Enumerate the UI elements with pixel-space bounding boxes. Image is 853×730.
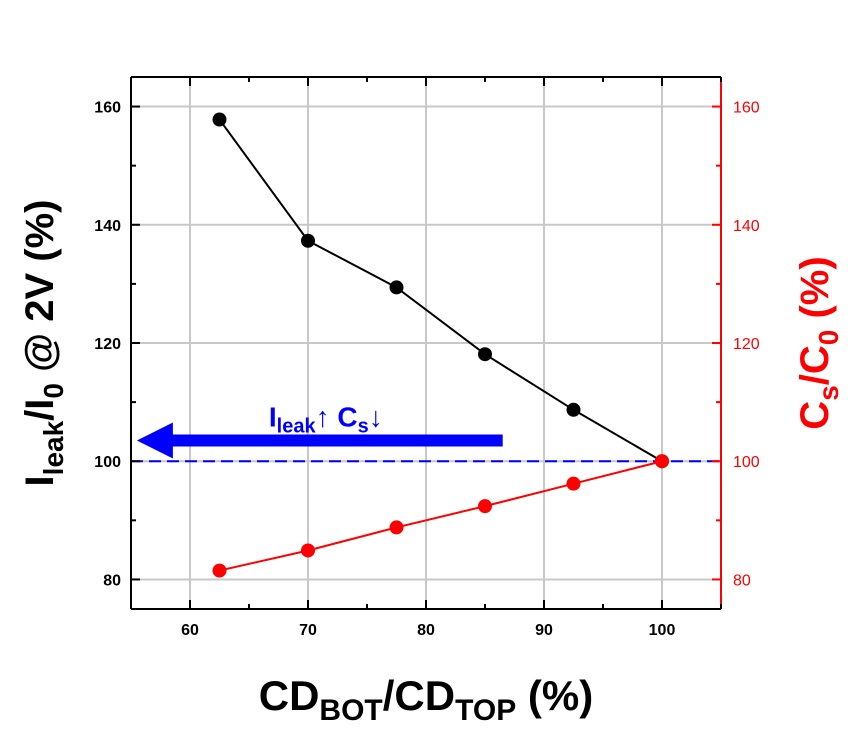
data-point-left xyxy=(389,280,404,295)
y-tick-label: 100 xyxy=(94,454,121,471)
x-tick-label: 60 xyxy=(181,622,199,639)
y-axis-right-title: Cs/C0 (%) xyxy=(793,256,844,429)
x-tick-label: 90 xyxy=(535,622,553,639)
data-point-left xyxy=(301,233,315,248)
data-point-right xyxy=(301,543,315,558)
data-point-right xyxy=(655,454,669,469)
x-axis-title: CDBOT/CDTOP (%) xyxy=(259,672,593,727)
y-axis-left-title: Ileak/I0 @ 2V (%) xyxy=(18,200,69,487)
annotation-text: Ileak↑ Cs↓ xyxy=(269,402,383,438)
y-tick-label: 80 xyxy=(103,572,121,589)
series-line-left xyxy=(218,118,663,463)
left-arrow xyxy=(136,422,503,459)
axes xyxy=(130,76,722,610)
data-point-left xyxy=(478,347,492,362)
series xyxy=(212,112,669,578)
x-tick-label: 100 xyxy=(649,622,676,639)
annotation: Ileak↑ Cs↓ xyxy=(136,402,503,459)
data-point-right xyxy=(212,563,227,578)
tick-labels: 60 70 80 90 100 80 100 120 140 160 80 100 120 140 160 xyxy=(94,100,760,639)
y2-tick-label: 100 xyxy=(733,454,760,471)
x-tick-label: 80 xyxy=(417,622,435,639)
x-tick-label: 70 xyxy=(299,622,317,639)
y2-tick-label: 160 xyxy=(733,100,760,117)
y2-tick-label: 140 xyxy=(733,218,760,235)
y-tick-label: 140 xyxy=(94,218,121,235)
data-point-right xyxy=(478,499,492,514)
data-point-left xyxy=(566,402,581,417)
y2-tick-label: 80 xyxy=(733,572,751,589)
y2-tick-label: 120 xyxy=(733,336,760,353)
data-point-left xyxy=(212,112,227,127)
series-line-right xyxy=(219,460,663,572)
y-tick-label: 120 xyxy=(94,336,121,353)
y-tick-label: 160 xyxy=(94,100,121,117)
data-point-right xyxy=(389,520,404,535)
data-point-right xyxy=(566,476,581,491)
grid xyxy=(131,77,721,609)
